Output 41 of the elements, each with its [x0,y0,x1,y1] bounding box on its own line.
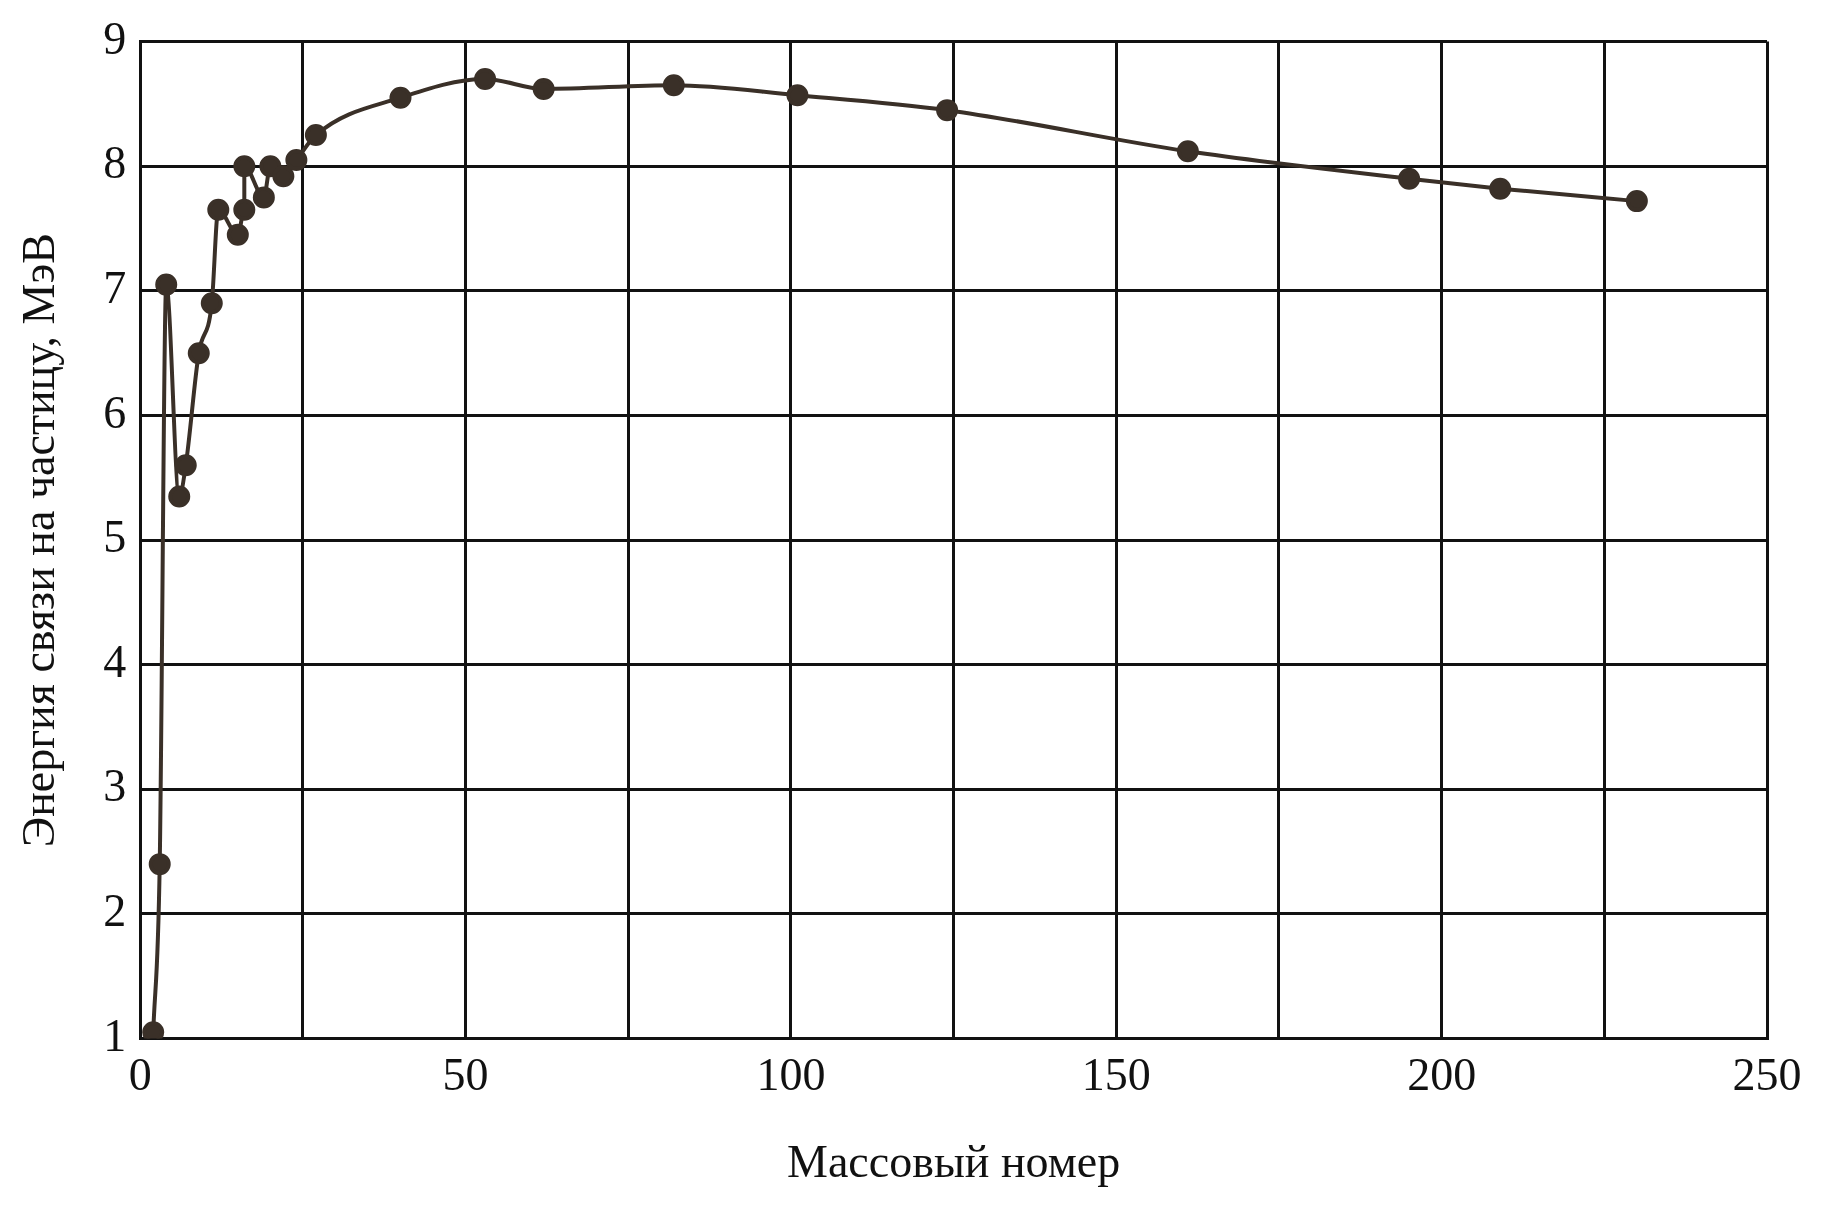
y-tick-label: 2 [103,885,127,937]
x-axis-title: Массовый номер [787,1136,1121,1188]
point [200,292,223,315]
point [174,454,197,477]
point [1625,190,1648,213]
point [252,186,275,209]
point [233,155,256,178]
y-tick-label: 1 [103,1009,127,1061]
point [233,198,256,221]
x-tick-label: 250 [1732,1049,1802,1101]
point [148,853,171,876]
point [168,485,191,508]
point [272,165,295,188]
y-tick-label: 5 [103,511,127,563]
point [155,273,178,296]
point [389,86,412,109]
point [662,74,685,97]
point [285,148,308,171]
point [187,342,210,365]
y-tick-label: 4 [103,635,127,687]
point [936,99,959,122]
y-tick-label: 3 [103,760,127,812]
point [1489,177,1512,200]
point [207,198,230,221]
point [786,84,809,107]
x-tick-label: 150 [1081,1049,1151,1101]
x-tick-label: 100 [756,1049,826,1101]
y-tick-label: 9 [103,12,127,64]
y-tick-label: 7 [103,261,127,313]
x-tick-label: 0 [128,1049,152,1101]
x-tick-label: 200 [1407,1049,1477,1101]
point [226,223,249,246]
x-tick-label: 50 [442,1049,489,1101]
point [532,77,555,100]
y-axis-title: Энергия связи на частицу, МэВ [12,233,64,848]
point [1398,167,1421,190]
y-tick-label: 8 [103,137,127,189]
point [304,124,327,147]
y-tick-label: 6 [103,386,127,438]
point [1176,140,1199,163]
point [474,67,497,90]
